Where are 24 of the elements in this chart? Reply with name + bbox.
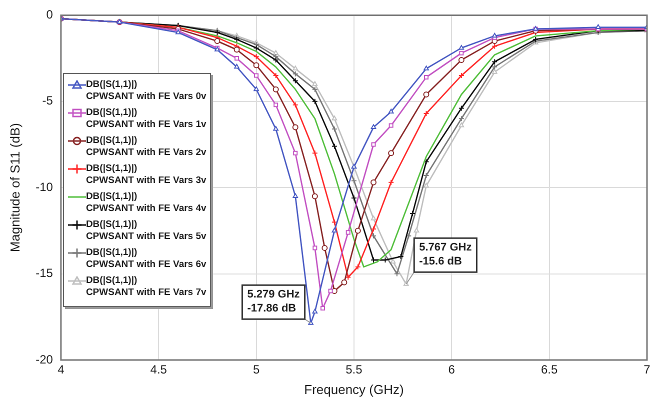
legend-label: DB(|S(1,1)|) CPWSANT with FE Vars 0v [86,79,206,104]
y-tick-label: 0 [46,8,54,22]
legend-label: DB(|S(1,1)|) CPWSANT with FE Vars 7v [86,275,206,300]
y-tick-label: -10 [36,180,54,194]
annotation: 5.279 GHz -17.86 dB [247,288,300,315]
y-axis-title: Magnitude of S11 (dB) [7,123,22,252]
x-axis-title: Frequency (GHz) [304,382,404,397]
x-tick-label: 5 [252,362,260,377]
legend-label: DB(|S(1,1)|) CPWSANT with FE Vars 5v [86,219,206,244]
annotation: 5.767 GHz -15.6 dB [419,242,472,268]
x-tick-label: 4 [58,362,65,377]
x-tick-label: 6 [448,362,456,377]
legend-label: DB(|S(1,1)|) CPWSANT with FE Vars 2v [86,135,206,160]
x-tick-label: 6.5 [540,362,558,377]
x-tick-label: 5.5 [346,362,363,377]
x-tick-label: 7 [644,362,651,377]
legend-label: DB(|S(1,1)|) CPWSANT with FE Vars 3v [86,163,206,188]
legend-label: DB(|S(1,1)|) CPWSANT with FE Vars 4v [86,191,206,216]
y-tick-label: -5 [42,94,54,108]
legend-label: DB(|S(1,1)|) CPWSANT with FE Vars 1v [86,107,206,132]
y-tick-label: -15 [36,266,54,280]
x-tick-label: 4.5 [150,362,168,377]
y-tick-label: -20 [36,352,54,366]
legend-label: DB(|S(1,1)|) CPWSANT with FE Vars 6v [86,247,206,272]
